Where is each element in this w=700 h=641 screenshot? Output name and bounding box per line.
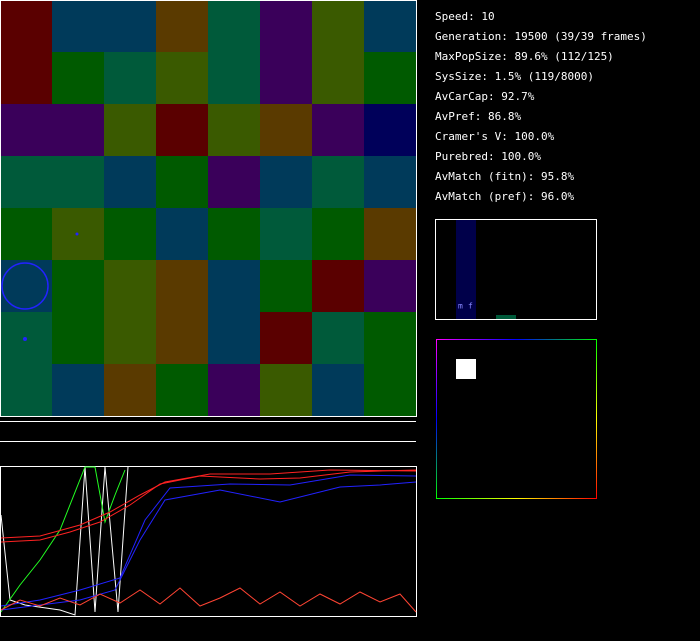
- grid-cell: [364, 0, 416, 52]
- grid-cell: [156, 0, 208, 52]
- grid-cell: [312, 156, 364, 208]
- grid-cell: [156, 156, 208, 208]
- grid-cell: [0, 104, 52, 156]
- grid-cell: [0, 260, 52, 312]
- grid-cell: [312, 260, 364, 312]
- histogram-bar: [496, 315, 516, 319]
- grid-cell: [104, 260, 156, 312]
- grid-cell: [260, 208, 312, 260]
- grid-cell: [260, 156, 312, 208]
- stat-line: Speed: 10: [435, 10, 495, 23]
- histogram-label: f: [468, 302, 473, 311]
- grid-cell: [208, 364, 260, 416]
- stat-line: MaxPopSize: 89.6% (112/125): [435, 50, 614, 63]
- grid-cell: [364, 52, 416, 104]
- grid-cell: [104, 0, 156, 52]
- grid-cell: [312, 208, 364, 260]
- graph-line: [0, 466, 126, 613]
- histogram-label: m: [458, 302, 463, 311]
- graph-line: [0, 481, 417, 611]
- graph-line: [0, 469, 417, 543]
- grid-cell: [156, 104, 208, 156]
- preference-box: [436, 339, 597, 499]
- grid-cell: [52, 0, 104, 52]
- grid-cell: [104, 364, 156, 416]
- stat-line: Cramer's V: 100.0%: [435, 130, 555, 143]
- grid-cell: [260, 52, 312, 104]
- grid-cell: [0, 364, 52, 416]
- grid-cell: [208, 208, 260, 260]
- grid-cell: [52, 312, 104, 364]
- graph-lines: [0, 466, 417, 616]
- agent-dot: [23, 337, 27, 341]
- agent-dot: [75, 232, 79, 236]
- grid-cell: [0, 156, 52, 208]
- grid-cell: [104, 156, 156, 208]
- graph-box: [0, 466, 417, 617]
- grid-cell: [364, 156, 416, 208]
- grid-cell: [312, 52, 364, 104]
- grid-cell: [364, 312, 416, 364]
- graph-line: [0, 587, 417, 613]
- world-grid: [0, 0, 416, 416]
- grid-cell: [364, 364, 416, 416]
- agent-circle: [1, 262, 49, 310]
- stats-panel: Speed: 10 Generation: 19500 (39/39 frames…: [435, 10, 647, 203]
- stat-line: AvMatch (fitn): 95.8%: [435, 170, 574, 183]
- stat-line: AvMatch (pref): 96.0%: [435, 190, 574, 203]
- preference-marker: [456, 359, 476, 379]
- grid-cell: [104, 208, 156, 260]
- grid-cell: [52, 364, 104, 416]
- grid-cell: [208, 104, 260, 156]
- grid-cell: [156, 364, 208, 416]
- grid-cell: [156, 208, 208, 260]
- stat-line: AvPref: 86.8%: [435, 110, 521, 123]
- stat-line: AvCarCap: 92.7%: [435, 90, 535, 103]
- grid-cell: [260, 104, 312, 156]
- graph-line: [0, 466, 129, 616]
- grid-cell: [208, 156, 260, 208]
- grid-cell: [0, 208, 52, 260]
- grid-cell: [260, 0, 312, 52]
- grid-cell: [52, 260, 104, 312]
- grid-cell: [260, 312, 312, 364]
- grid-cell: [208, 0, 260, 52]
- grid-cell: [52, 156, 104, 208]
- histogram-bar: [456, 220, 476, 319]
- grid-cell: [312, 104, 364, 156]
- graph-line: [0, 469, 417, 539]
- grid-cell: [208, 312, 260, 364]
- stat-line: Purebred: 100.0%: [435, 150, 541, 163]
- graph-line: [0, 474, 417, 607]
- grid-cell: [312, 0, 364, 52]
- grid-cell: [156, 52, 208, 104]
- histogram-box: [435, 219, 597, 320]
- grid-cell: [364, 104, 416, 156]
- grid-cell: [52, 104, 104, 156]
- grid-cell: [312, 364, 364, 416]
- grid-cell: [104, 104, 156, 156]
- grid-cell: [364, 208, 416, 260]
- grid-cell: [0, 52, 52, 104]
- grid-cell: [156, 260, 208, 312]
- grid-cell: [156, 312, 208, 364]
- grid-cell: [208, 52, 260, 104]
- grid-cell: [52, 52, 104, 104]
- grid-cell: [312, 312, 364, 364]
- grid-cell: [104, 52, 156, 104]
- stat-line: SysSize: 1.5% (119/8000): [435, 70, 594, 83]
- grid-cell: [0, 0, 52, 52]
- grid-cell: [260, 364, 312, 416]
- grid-cell: [260, 260, 312, 312]
- grid-cell: [364, 260, 416, 312]
- grid-cell: [208, 260, 260, 312]
- grid-cell: [104, 312, 156, 364]
- stat-line: Generation: 19500 (39/39 frames): [435, 30, 647, 43]
- world-border: [0, 0, 417, 417]
